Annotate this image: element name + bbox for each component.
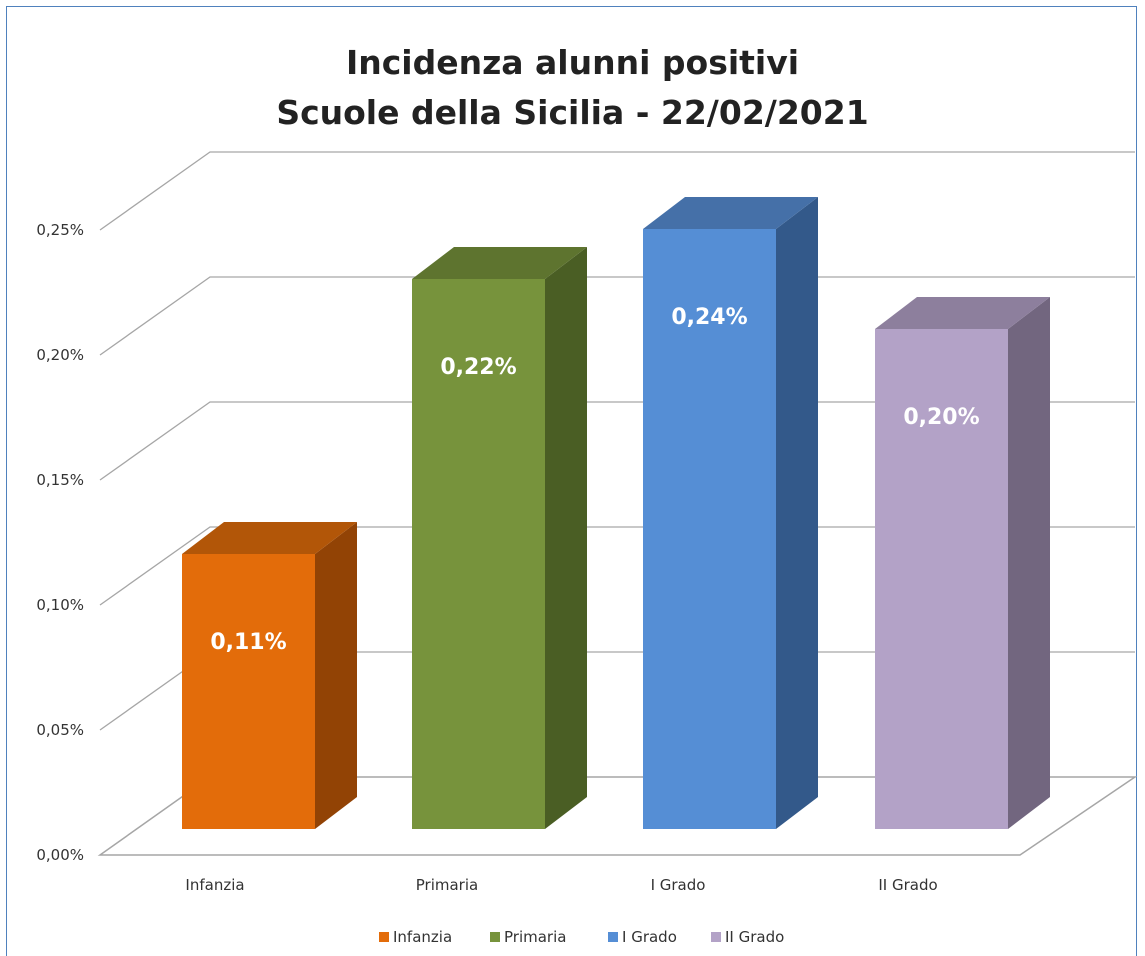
y-tick-label: 0,25% [36,221,84,239]
bar-top [182,522,357,554]
legend-label: I Grado [622,928,677,946]
y-tick-label: 0,00% [36,846,84,864]
data-label: 0,20% [903,405,979,430]
chart-title-line-1: Incidenza alunni positivi [345,43,800,82]
chart-title-line-2: Scuole della Sicilia - 22/02/2021 [276,93,869,132]
x-tick-label: Primaria [416,876,478,894]
bar-side [1008,297,1050,829]
bar-top [643,197,818,229]
y-tick-label: 0,10% [36,596,84,614]
bar-top [875,297,1050,329]
legend-swatch [490,932,500,942]
bar-top [412,247,587,279]
legend-label: Primaria [504,928,566,946]
data-label: 0,11% [210,630,286,655]
legend-swatch [379,932,389,942]
gridline [99,526,1135,606]
legend-swatch [711,932,721,942]
bar [412,279,545,829]
y-tick-label: 0,20% [36,346,84,364]
legend-label: Infanzia [393,928,452,946]
bar [643,229,776,829]
gridline [99,401,1135,481]
y-tick-label: 0,15% [36,471,84,489]
bar-side [776,197,818,829]
data-label: 0,24% [671,305,747,330]
data-label: 0,22% [440,355,516,380]
y-tick-label: 0,05% [36,721,84,739]
x-tick-label: Infanzia [185,876,244,894]
legend-label: II Grado [725,928,784,946]
gridline [99,151,1135,231]
bar [182,554,315,829]
chart-title: Incidenza alunni positivi Scuole della S… [0,38,1145,138]
legend-swatch [608,932,618,942]
bar-side [545,247,587,829]
bar [875,329,1008,829]
x-tick-label: I Grado [651,876,706,894]
x-tick-label: II Grado [878,876,937,894]
bar-side [315,522,357,829]
gridline [99,276,1135,356]
